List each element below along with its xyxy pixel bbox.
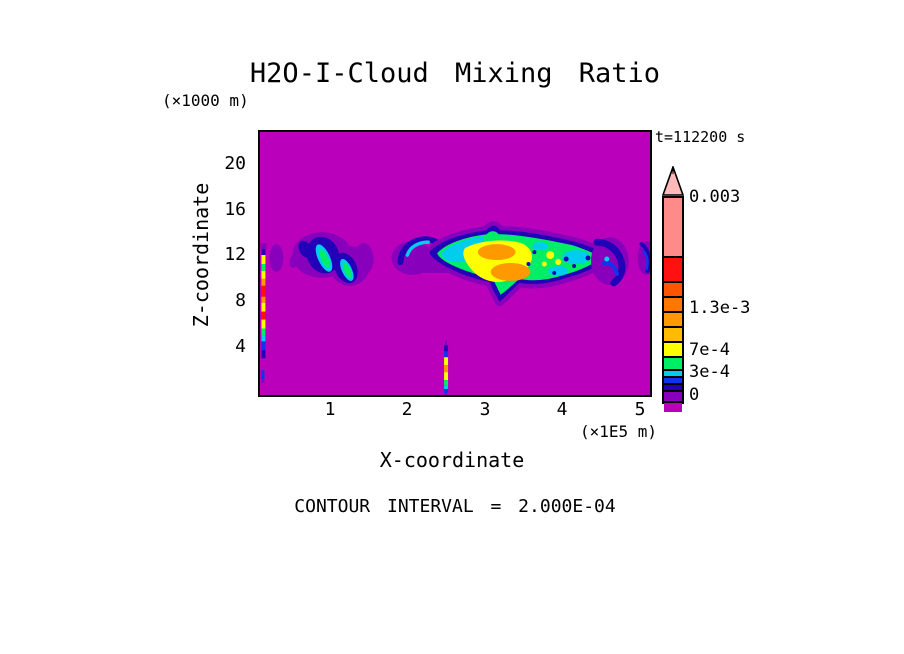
colorbar-segment	[664, 343, 682, 358]
time-label: t=112200 s	[655, 128, 746, 146]
x-tick-5: 5	[634, 399, 646, 420]
colorbar-segment	[664, 258, 682, 283]
contour-interval-note: CONTOUR INTERVAL = 2.000E-04	[294, 496, 616, 517]
colorbar-arrow-icon	[662, 166, 684, 196]
right-edge-sliver-feature	[637, 241, 650, 275]
y-tick-4: 4	[235, 336, 246, 357]
low-level-needle-feature	[444, 340, 449, 395]
colorbar-label-13e-3: 1.3e-3	[689, 298, 751, 318]
colorbar-label-zero: 0	[689, 385, 700, 405]
right-crescent-feature	[590, 237, 629, 287]
colorbar-segment	[664, 198, 682, 258]
y-tick-20: 20	[224, 153, 246, 174]
y-axis-label: Z-coordinate	[189, 182, 213, 328]
y-tick-16: 16	[224, 199, 246, 220]
colorbar-segment	[664, 403, 682, 412]
y-tick-12: 12	[224, 244, 246, 265]
colorbar-segment	[664, 283, 682, 298]
y-axis-units: (×1000 m)	[162, 91, 249, 110]
colorbar-label-7e-4: 7e-4	[689, 340, 730, 360]
colorbar-segment	[664, 328, 682, 343]
x-tick-2: 2	[401, 399, 413, 420]
y-tick-8: 8	[235, 290, 246, 311]
colorbar-segment	[664, 298, 682, 313]
left-boundary-column-feature	[260, 243, 267, 384]
colorbar-segment	[664, 385, 682, 392]
x-tick-1: 1	[324, 399, 336, 420]
colorbar-segment	[664, 358, 682, 371]
main-anvil-cloud-feature	[424, 221, 616, 307]
plot-area	[258, 130, 652, 397]
x-axis-label: X-coordinate	[379, 448, 525, 472]
x-tick-3: 3	[479, 399, 491, 420]
plot-title: H2O-I-Cloud Mixing Ratio	[249, 58, 661, 89]
x-tick-4: 4	[556, 399, 568, 420]
colorbar-label-max: 0.003	[689, 187, 741, 207]
left-cloud-band-feature	[269, 232, 374, 286]
colorbar-segment	[664, 378, 682, 385]
colorbar-segment	[664, 313, 682, 328]
colorbar	[662, 196, 684, 412]
x-axis-units: (×1E5 m)	[579, 422, 657, 441]
contour-plot-svg	[260, 221, 650, 395]
colorbar-segment	[664, 371, 682, 378]
colorbar-segment	[664, 392, 682, 403]
colorbar-label-3e-4: 3e-4	[689, 362, 730, 382]
